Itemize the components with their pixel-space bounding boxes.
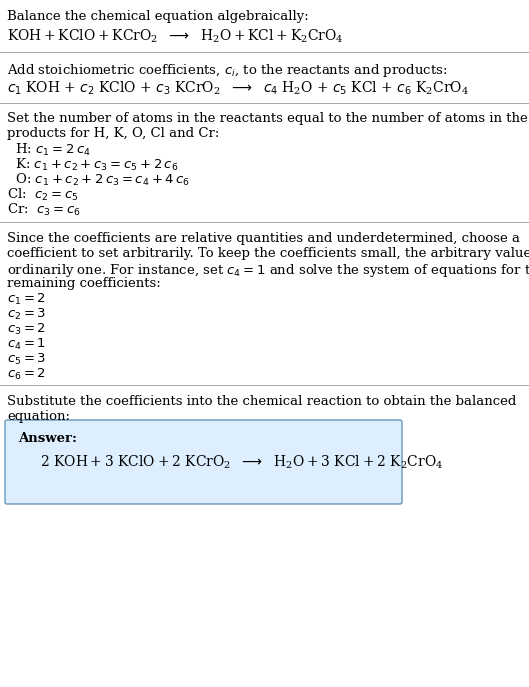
Text: Balance the chemical equation algebraically:: Balance the chemical equation algebraica… [7, 10, 309, 23]
Text: Cl:  $c_2 = c_5$: Cl: $c_2 = c_5$ [7, 187, 78, 203]
Text: K: $c_1 + c_2 + c_3 = c_5 + 2\,c_6$: K: $c_1 + c_2 + c_3 = c_5 + 2\,c_6$ [7, 157, 178, 173]
Text: equation:: equation: [7, 410, 70, 423]
Text: coefficient to set arbitrarily. To keep the coefficients small, the arbitrary va: coefficient to set arbitrarily. To keep … [7, 247, 529, 260]
Text: Answer:: Answer: [18, 432, 77, 445]
Text: O: $c_1 + c_2 + 2\,c_3 = c_4 + 4\,c_6$: O: $c_1 + c_2 + 2\,c_3 = c_4 + 4\,c_6$ [7, 172, 190, 188]
Text: products for H, K, O, Cl and Cr:: products for H, K, O, Cl and Cr: [7, 127, 220, 140]
Text: Set the number of atoms in the reactants equal to the number of atoms in the: Set the number of atoms in the reactants… [7, 112, 528, 125]
Text: $c_1$ $\mathregular{KOH}$ + $c_2$ $\mathregular{KClO}$ + $c_3$ $\mathregular{KCr: $c_1$ $\mathregular{KOH}$ + $c_2$ $\math… [7, 80, 469, 98]
Text: Since the coefficients are relative quantities and underdetermined, choose a: Since the coefficients are relative quan… [7, 232, 520, 245]
Text: $\mathregular{KOH + KClO + KCrO_2}$  $\longrightarrow$  $\mathregular{H_2O + KCl: $\mathregular{KOH + KClO + KCrO_2}$ $\lo… [7, 28, 344, 45]
Text: Add stoichiometric coefficients, $c_i$, to the reactants and products:: Add stoichiometric coefficients, $c_i$, … [7, 62, 448, 79]
Text: Substitute the coefficients into the chemical reaction to obtain the balanced: Substitute the coefficients into the che… [7, 395, 516, 408]
Text: $c_2 = 3$: $c_2 = 3$ [7, 307, 46, 322]
Text: $c_5 = 3$: $c_5 = 3$ [7, 352, 46, 367]
Text: $c_3 = 2$: $c_3 = 2$ [7, 322, 46, 337]
Text: H: $c_1 = 2\,c_4$: H: $c_1 = 2\,c_4$ [7, 142, 90, 158]
Text: $c_4 = 1$: $c_4 = 1$ [7, 337, 46, 352]
Text: Cr:  $c_3 = c_6$: Cr: $c_3 = c_6$ [7, 202, 81, 218]
Text: ordinarily one. For instance, set $c_4 = 1$ and solve the system of equations fo: ordinarily one. For instance, set $c_4 =… [7, 262, 529, 279]
Text: $c_1 = 2$: $c_1 = 2$ [7, 292, 46, 307]
Text: $\mathregular{2\ KOH + 3\ KClO + 2\ KCrO_2}$  $\longrightarrow$  $\mathregular{H: $\mathregular{2\ KOH + 3\ KClO + 2\ KCrO… [40, 454, 443, 471]
Text: $c_6 = 2$: $c_6 = 2$ [7, 367, 46, 382]
FancyBboxPatch shape [5, 420, 402, 504]
Text: remaining coefficients:: remaining coefficients: [7, 277, 161, 290]
